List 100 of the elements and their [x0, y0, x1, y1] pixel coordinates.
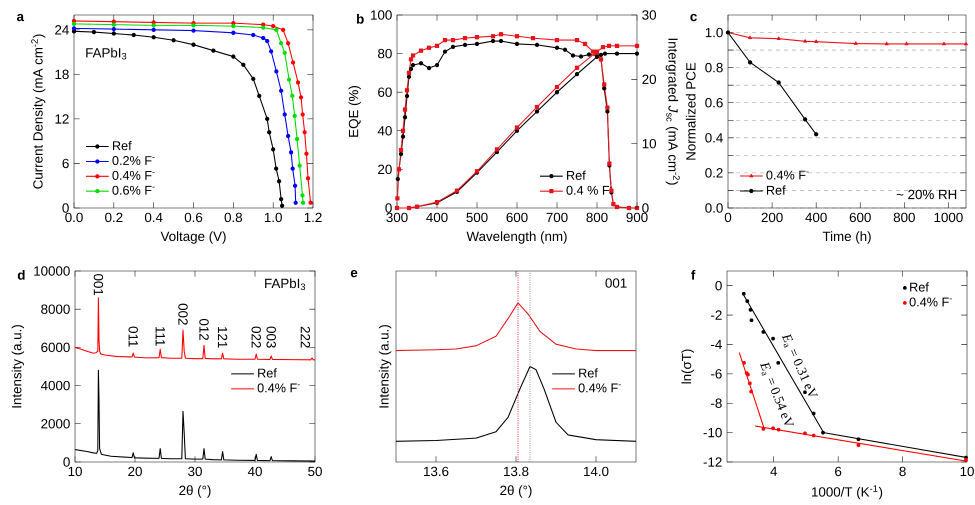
text: 001 [605, 278, 627, 288]
x-tick-label: 400 [426, 212, 448, 222]
x-tick-label: 50 [308, 466, 322, 476]
x-tick-label: 0 [724, 212, 732, 222]
y-tick-label: 2000 [41, 419, 70, 428]
y-tick-label: 0 [715, 280, 722, 290]
annotation: ~ 20% RH [896, 190, 956, 200]
legend-label: 0.4% F$^{-}$ [910, 297, 952, 306]
y2-axis-title: Intergrated J$_{sc}$ (mA cm$^{-2}$) [666, 38, 680, 185]
legend-label: 0.2% F$^{-}$ [112, 156, 155, 166]
y-axis-title: Intensity (a.u.) [12, 325, 24, 408]
annotation: 121 [218, 327, 228, 348]
y2-tick-label: 0 [642, 203, 649, 213]
x-tick-label: 14.0 [584, 466, 608, 476]
chart-title: a [16, 14, 24, 22]
x-tick-label: 0.4 [144, 212, 163, 222]
x-tick-label: 1.2 [304, 212, 322, 222]
y-tick-label: 24 [55, 25, 69, 34]
y-tick-label: 10000 [34, 266, 70, 276]
x-axis-title: Voltage (V) [160, 231, 226, 244]
y-tick-label: 0.8 [705, 62, 723, 72]
legend-label: Ref [910, 282, 929, 292]
x-axis-title: Wavelength (nm) [466, 231, 567, 244]
y-axis-title: Current Density (mA cm$^{-2}$) [31, 34, 46, 189]
x-tick-label: 0.2 [105, 212, 122, 222]
legend-label: 0.4% F$^{-}$ [578, 383, 621, 392]
x-tick-label: 600 [506, 212, 528, 222]
x-tick-label: 900 [626, 212, 648, 222]
annotation: 022 [251, 326, 261, 348]
y-tick-label: -8 [711, 398, 722, 408]
y-tick-label: 6000 [41, 342, 70, 352]
x-tick-label: 13.8 [504, 466, 528, 476]
legend-label: Ref [579, 368, 598, 378]
legend-label: 0.4 % F$^{-}$ [566, 186, 612, 195]
y-tick-label: 8000 [41, 304, 70, 314]
y-tick-label: 6 [62, 158, 69, 168]
x-axis-title: 2θ (°) [179, 485, 211, 498]
annotation: FAPbI$_{3}$ [265, 278, 306, 290]
annotation: 002 [178, 304, 188, 325]
y-tick-label: 0.2 [705, 168, 723, 178]
legend-label: Ref [567, 170, 586, 180]
y-tick-label: 20 [378, 164, 392, 174]
annotation: 222 [300, 326, 310, 348]
x-tick-label: 800 [586, 212, 608, 222]
annotation: 003 [266, 326, 276, 348]
x-tick-label: 600 [850, 212, 871, 222]
y-tick-label: 0.0 [705, 203, 723, 213]
x-tick-label: 1000 [934, 212, 963, 222]
chart-title: c [690, 14, 697, 22]
chart-title: e [350, 270, 358, 278]
x-tick-label: 0.8 [224, 212, 242, 222]
x-tick-label: 500 [466, 212, 488, 222]
x-tick-label: 1.0 [264, 212, 282, 222]
y-axis-title: EQE (%) [348, 86, 361, 137]
y-tick-label: 100 [371, 10, 392, 20]
y2-tick-label: 20 [642, 74, 656, 84]
y-tick-label: 0 [385, 203, 392, 213]
y2-tick-label: 10 [642, 138, 656, 148]
x-tick-label: 10 [960, 466, 974, 476]
x-tick-label: 0.6 [184, 212, 202, 222]
y-tick-label: 60 [378, 87, 392, 97]
y-tick-label: 0 [63, 457, 70, 467]
chart-title: b [356, 14, 364, 24]
legend-label: Ref [766, 185, 786, 195]
y-tick-label: -4 [711, 340, 722, 350]
x-axis-title: Time (h) [822, 231, 871, 244]
y-axis-title: Normalized PCE [686, 62, 696, 160]
legend-label: 0.4% F$^{-}$ [766, 170, 809, 180]
y-tick-label: 80 [378, 48, 392, 58]
legend-label: Ref [258, 368, 277, 378]
y-tick-label: -2 [711, 310, 722, 320]
y-tick-label: 4000 [40, 380, 70, 390]
x-tick-label: 700 [546, 212, 568, 222]
annotation: 012 [199, 318, 209, 340]
y-tick-label: 0 [62, 203, 69, 213]
annotation: 111 [156, 327, 165, 346]
chart-title: d [18, 270, 25, 280]
y-tick-label: -10 [704, 428, 722, 438]
annotation: FAPbI$_{3}$ [86, 48, 126, 60]
legend-label: 0.4% F$^{-}$ [258, 383, 300, 392]
y-tick-label: -12 [704, 457, 722, 467]
x-tick-label: 40 [248, 466, 262, 476]
x-tick-label: 6 [835, 466, 842, 476]
x-tick-label: 400 [805, 212, 827, 222]
x-tick-label: 13.6 [424, 466, 448, 476]
x-tick-label: 30 [188, 466, 202, 476]
x-tick-label: 800 [894, 212, 915, 222]
y-axis-title: Intensity (a.u.) [378, 325, 392, 408]
x-tick-label: 4 [770, 466, 778, 476]
y-tick-label: 12 [55, 114, 69, 124]
chart-title: f [691, 270, 696, 280]
y-tick-label: -6 [711, 369, 722, 379]
y-tick-label: 0.4 [705, 133, 723, 143]
y-tick-label: 40 [378, 126, 392, 136]
y-axis-title: ln(σT) [681, 350, 694, 384]
y2-tick-label: 30 [642, 10, 656, 20]
y-tick-label: 1.0 [706, 28, 723, 38]
legend-label: 0.4% F$^{-}$ [112, 170, 155, 180]
x-tick-label: 200 [762, 212, 783, 222]
x-tick-label: 20 [128, 466, 142, 476]
